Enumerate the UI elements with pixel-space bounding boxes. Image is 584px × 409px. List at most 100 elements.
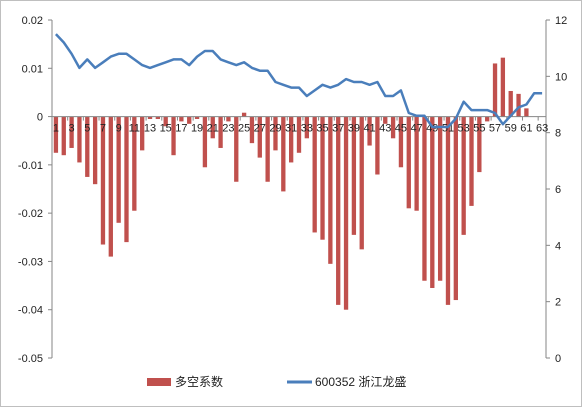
left-axis-tick-label: -0.02 [18, 208, 43, 220]
legend-label-bar: 多空系数 [175, 374, 223, 389]
bar [171, 116, 176, 156]
x-axis-tick-label: 53 [458, 123, 470, 135]
right-axis-tick-label: 10 [555, 71, 567, 83]
x-axis-tick-labels: 1 3 5 7 9 11 13 15 17 19 21 23 25 27 29 31 33 35 37 39 41 43 4… [53, 123, 548, 135]
bar [241, 112, 247, 117]
right-y-axis: 12 10 8 6 4 2 0 [545, 15, 567, 365]
bar [437, 116, 443, 281]
bar [265, 116, 270, 182]
x-axis-tick-label: 21 [207, 123, 219, 135]
bar [210, 116, 215, 139]
bar [492, 63, 498, 117]
x-axis-tick-label: 25 [238, 123, 250, 135]
x-axis-tick-label: 1 [53, 123, 59, 135]
bar [500, 57, 506, 117]
right-axis-tick-label: 4 [555, 240, 561, 252]
x-axis-tick-label: 27 [254, 123, 266, 135]
bar [85, 116, 90, 177]
bar [202, 116, 208, 168]
bar [257, 116, 262, 158]
bar [92, 116, 98, 185]
bar [445, 116, 451, 305]
bar [155, 116, 161, 119]
bar [359, 116, 364, 250]
bar [179, 116, 184, 122]
bar [69, 116, 74, 148]
bar [328, 116, 333, 264]
bar [414, 116, 419, 211]
bar [312, 116, 317, 233]
bar [234, 116, 239, 182]
left-axis-tick-label: -0.04 [18, 305, 43, 317]
bar [524, 108, 529, 117]
bar [375, 116, 380, 175]
bar [351, 116, 357, 235]
bar-series-group [53, 57, 529, 310]
bar [187, 116, 192, 124]
bar [249, 116, 255, 144]
x-axis-tick-label: 37 [332, 123, 344, 135]
left-y-axis: 0.02 0.01 0 -0.01 -0.02 -0.03 -0.04 -0.05 [18, 15, 53, 365]
bar [398, 116, 404, 168]
bar [226, 116, 231, 122]
left-axis-tick-label: -0.03 [18, 256, 43, 268]
bar [163, 116, 168, 127]
right-axis-tick-label: 8 [555, 128, 561, 140]
x-axis-tick-label: 19 [191, 123, 203, 135]
bar [485, 116, 490, 122]
x-axis-tick-label: 9 [116, 123, 122, 135]
bar [296, 116, 302, 153]
x-axis-tick-label: 17 [175, 123, 187, 135]
legend-label-line: 600352 浙江龙盛 [315, 374, 406, 389]
bar [516, 93, 521, 117]
bar [281, 116, 286, 192]
left-axis-tick-label: 0.02 [22, 15, 43, 27]
bar [289, 116, 294, 163]
x-axis-tick-label: 5 [84, 123, 90, 135]
right-axis-tick-label: 12 [555, 15, 567, 27]
x-axis-tick-label: 59 [505, 123, 517, 135]
bar [336, 116, 341, 305]
bar [461, 116, 466, 235]
x-axis-tick-label: 39 [348, 123, 360, 135]
bar [108, 116, 113, 257]
bar [116, 116, 121, 223]
bar [61, 116, 66, 156]
bar [390, 116, 396, 139]
x-axis-tick-label: 33 [301, 123, 313, 135]
bar [273, 116, 278, 151]
x-axis-tick-label: 11 [129, 123, 140, 135]
bar [194, 116, 200, 119]
bar [77, 116, 82, 163]
x-axis-tick-label: 3 [69, 123, 75, 135]
bar [218, 116, 223, 148]
x-axis-tick-label: 47 [410, 123, 422, 135]
bar [124, 116, 129, 243]
bar [477, 116, 482, 173]
bar [508, 90, 513, 117]
x-axis-tick-label: 23 [222, 123, 234, 135]
price-line [54, 33, 543, 129]
x-axis-tick-label: 63 [536, 123, 548, 135]
left-axis-tick-label: -0.01 [18, 160, 43, 172]
x-axis-tick-label: 31 [285, 123, 297, 135]
right-axis-tick-label: 6 [555, 184, 561, 196]
x-axis-tick-label: 61 [520, 123, 532, 135]
left-axis-tick-label: 0 [37, 112, 43, 124]
bar [343, 116, 349, 310]
bar [132, 116, 137, 211]
x-axis-tick-label: 41 [363, 123, 375, 135]
right-axis-tick-label: 2 [555, 297, 561, 309]
bar [383, 116, 388, 124]
x-axis-tick-label: 57 [489, 123, 501, 135]
bar [304, 116, 309, 139]
x-axis-zero-line [51, 116, 546, 121]
x-axis-tick-label: 15 [160, 123, 172, 135]
bar [100, 116, 106, 245]
left-axis-tick-label: 0.01 [22, 63, 43, 75]
x-axis-tick-label: 29 [269, 123, 281, 135]
bar [430, 116, 435, 288]
bar [147, 116, 153, 119]
